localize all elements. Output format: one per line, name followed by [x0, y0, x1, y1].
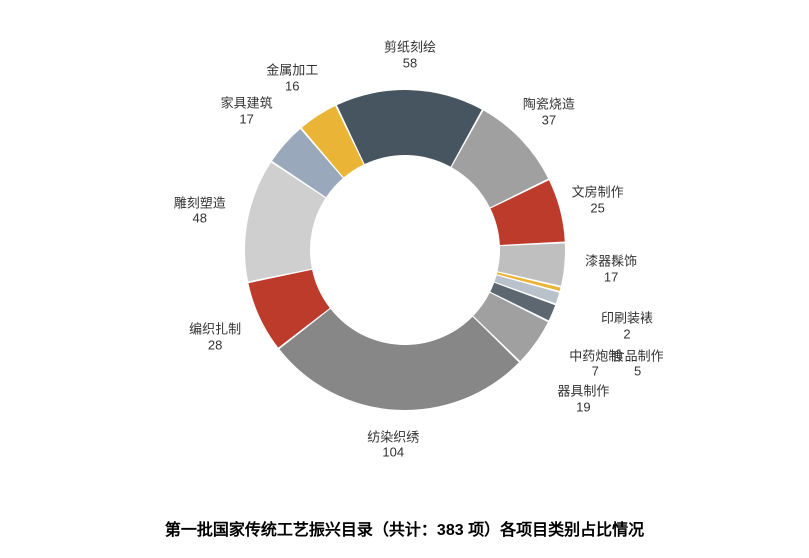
slice-label-器具制作: 器具制作19 — [557, 384, 609, 415]
donut-chart: 剪纸刻绘58陶瓷烧造37文房制作25漆器髹饰17印刷装裱2食品制作5中药炮制7器… — [0, 0, 809, 500]
slice-label-文房制作: 文房制作25 — [572, 184, 624, 215]
donut-svg — [165, 10, 645, 490]
slice-label-纺染织绣: 纺染织绣104 — [367, 429, 419, 460]
slice-label-陶瓷烧造: 陶瓷烧造37 — [523, 96, 575, 127]
slice-label-家具建筑: 家具建筑17 — [221, 95, 273, 126]
slice-label-金属加工: 金属加工16 — [266, 63, 318, 94]
slice-label-印刷装裱: 印刷装裱2 — [601, 311, 653, 342]
slice-label-雕刻塑造: 雕刻塑造48 — [174, 195, 226, 226]
chart-caption: 第一批国家传统工艺振兴目录（共计：383 项）各项目类别占比情况 — [0, 516, 809, 540]
slice-label-编织扎制: 编织扎制28 — [189, 322, 241, 353]
slice-label-漆器髹饰: 漆器髹饰17 — [585, 254, 637, 285]
slice-label-中药炮制: 中药炮制7 — [569, 348, 621, 379]
slice-label-剪纸刻绘: 剪纸刻绘58 — [384, 39, 436, 70]
